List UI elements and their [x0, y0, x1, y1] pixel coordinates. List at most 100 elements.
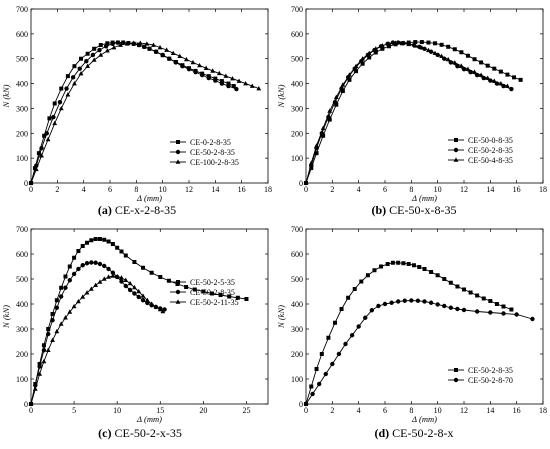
data-point — [411, 263, 416, 268]
y-tick-label: 600 — [16, 30, 28, 39]
data-point — [59, 86, 64, 91]
data-point — [353, 63, 359, 68]
data-point — [314, 151, 319, 156]
data-point — [190, 59, 196, 65]
data-point — [452, 47, 457, 52]
data-point — [244, 297, 249, 301]
data-point — [76, 266, 81, 272]
legend-marker — [175, 149, 181, 155]
data-point — [199, 72, 205, 78]
data-point — [104, 48, 110, 53]
y-tick-label: 0 — [299, 400, 303, 409]
data-point — [323, 371, 328, 377]
data-point — [386, 41, 392, 46]
chart-panel-a: 0 2 4 6 8 10 12 14 16 18 0 100 200 300 400 500 600 700 Δ (… — [1, 5, 272, 217]
x-tick-label: 10 — [434, 406, 442, 415]
x-tick-label: 12 — [185, 185, 193, 194]
data-point — [249, 83, 255, 88]
y-tick-label: 0 — [24, 179, 28, 188]
data-point — [97, 279, 103, 284]
y-tick-label: 100 — [291, 375, 303, 384]
chart-panel-d: 0 2 4 6 8 10 12 14 16 18 0 100 200 300 400 500 600 700 Δ (… — [276, 225, 547, 440]
data-point — [332, 320, 337, 325]
y-tick-label: 400 — [16, 300, 28, 309]
data-point — [354, 69, 359, 74]
x-tick-label: 2 — [55, 185, 59, 194]
data-point — [452, 60, 458, 65]
data-point — [330, 361, 335, 367]
data-point — [433, 41, 438, 46]
y-tick-label: 700 — [291, 5, 303, 14]
y-tick-label: 600 — [291, 30, 303, 39]
data-point — [118, 42, 123, 47]
data-point — [448, 280, 453, 285]
data-point — [54, 298, 59, 303]
data-point — [44, 131, 49, 136]
data-point — [399, 40, 405, 46]
data-point — [309, 384, 314, 389]
data-point — [509, 307, 514, 312]
x-tick-label: 2 — [330, 185, 334, 194]
data-point — [372, 268, 377, 273]
series-line — [305, 41, 521, 184]
data-point — [409, 298, 414, 303]
legend-marker — [453, 157, 459, 162]
data-point — [166, 278, 171, 283]
data-point — [50, 312, 55, 316]
data-point — [448, 305, 454, 310]
data-point — [442, 277, 447, 281]
plot-frame — [305, 8, 544, 184]
data-point — [33, 166, 39, 172]
x-tick-label: 16 — [513, 185, 521, 194]
data-point — [132, 284, 137, 290]
data-point — [85, 51, 90, 56]
data-point — [235, 295, 240, 300]
data-point — [105, 41, 110, 46]
x-tick-label: 18 — [539, 406, 547, 415]
data-point — [365, 273, 370, 278]
data-point — [332, 100, 338, 105]
x-tick-label: 4 — [357, 185, 361, 194]
legend-entry: CE-50-4-8-35 — [468, 156, 513, 165]
legend-marker — [175, 159, 181, 164]
data-point — [316, 381, 322, 387]
series-CE-50-0-8-35 — [304, 40, 523, 185]
data-point — [367, 55, 372, 60]
data-point — [164, 47, 170, 52]
data-point — [406, 262, 411, 266]
data-point — [227, 294, 232, 299]
data-point — [141, 265, 146, 270]
data-point — [131, 40, 137, 45]
x-tick-label: 16 — [238, 185, 246, 194]
data-point — [419, 40, 424, 45]
data-point — [72, 80, 77, 86]
data-point — [28, 401, 34, 406]
data-point — [479, 60, 484, 65]
x-tick-label: 2 — [330, 406, 334, 415]
caption-text: CE-x-2-8-35 — [112, 203, 176, 217]
y-axis-label: N (kN) — [1, 305, 11, 329]
data-point — [71, 303, 77, 309]
legend-marker — [176, 280, 180, 284]
legend-marker — [175, 299, 181, 304]
data-point — [85, 63, 91, 68]
y-axis-label: N (kN) — [276, 305, 286, 329]
data-point — [42, 133, 47, 138]
panel-caption: (d) CE-50-2-8-x — [375, 426, 454, 440]
data-point — [327, 108, 333, 113]
data-point — [401, 261, 406, 266]
plot-frame — [30, 228, 269, 405]
x-tick-label: 0 — [29, 185, 33, 194]
data-point — [380, 46, 385, 51]
data-point — [110, 273, 116, 278]
legend-entry: CE-50-2-8-35 — [190, 288, 235, 297]
x-tick-label: 10 — [113, 406, 121, 415]
data-point — [65, 74, 70, 79]
data-point — [429, 270, 434, 274]
x-tick-label: 12 — [460, 406, 468, 415]
series-CE-50-2-8-70 — [303, 298, 535, 407]
data-point — [415, 298, 421, 303]
data-point — [160, 308, 166, 314]
data-point — [347, 72, 352, 77]
